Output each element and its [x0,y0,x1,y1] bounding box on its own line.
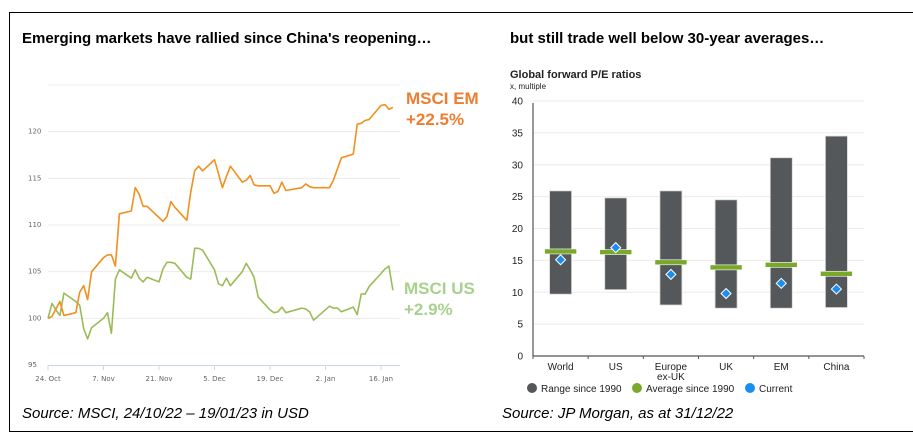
legend-swatch [632,383,642,393]
us-series-change: +2.9% [404,300,453,319]
us-series-label: MSCI US [404,279,475,298]
average-marker [764,262,798,268]
y-tick-label: 20 [512,224,524,235]
pe-chart-bars [544,135,853,309]
x-tick-label: 24. Oct [35,375,61,383]
category-label: Europe [655,362,688,373]
legend-swatch [745,383,755,393]
em-series-change: +22.5% [406,110,464,129]
pe-chart-gridlines [533,100,864,325]
average-marker [544,248,577,255]
right-panel-title: but still trade well below 30-year avera… [510,30,825,47]
y-tick-label: 25 [512,192,524,203]
frame-left-border [9,12,10,432]
em-series-label: MSCI EM [406,89,479,108]
current-marker [554,254,567,266]
current-marker [720,287,732,300]
y-tick-label: 30 [512,160,524,171]
range-bar [825,135,848,308]
x-tick-label: 5. Dec [203,375,226,383]
legend-label: Average since 1990 [646,384,735,395]
average-marker [709,264,743,271]
range-bar [714,199,738,309]
y-tick-label: 95 [28,361,37,369]
legend-label: Current [759,384,793,395]
right-panel-source: Source: JP Morgan, as at 31/12/22 [502,405,734,422]
pe-chart-legend: Range since 1990 Average since 1990 Curren… [527,383,793,395]
y-tick-label: 15 [512,256,524,267]
x-tick-label: 21. Nov [145,375,172,383]
range-bar [659,190,683,306]
line-chart-gridlines [48,84,400,319]
left-panel-title: Emerging markets have rallied since Chin… [22,30,432,47]
average-marker [654,259,688,266]
y-tick-label: 10 [512,288,524,299]
category-label: World [548,362,574,373]
category-label: EM [774,362,789,373]
y-tick-label: 35 [512,128,524,139]
y-tick-label: 120 [28,128,41,136]
line-chart-x-axis: 24. Oct 7. Nov 21. Nov 5. Dec 19. Dec 2. Jan 1… [35,365,400,383]
current-marker [610,241,622,254]
y-tick-label: 110 [28,221,41,229]
category-label: China [823,362,850,373]
pe-chart-y-ticks: 0 5 10 15 20 25 30 35 40 [512,97,534,363]
category-label: US [609,362,623,373]
y-tick-label: 115 [28,174,41,182]
x-tick-label: 19. Dec [257,375,284,383]
x-tick-label: 7. Nov [92,375,115,383]
left-panel-source: Source: MSCI, 24/10/22 – 19/01/23 in USD [22,405,309,422]
y-tick-label: 40 [512,97,524,108]
pe-chart-title: Global forward P/E ratios [510,69,641,81]
current-marker [775,277,787,290]
us-series-line [47,247,394,340]
x-tick-label: 16. Jan [369,375,393,383]
y-tick-label: 5 [517,320,523,331]
line-chart-series [47,103,394,340]
average-marker [820,270,853,277]
range-bar [769,157,793,309]
y-tick-label: 100 [28,314,41,322]
legend-swatch [527,383,537,393]
pe-chart-subtitle: x, multiple [510,82,547,91]
em-series-line [47,103,394,320]
current-marker [665,268,677,281]
frame-top-border [9,12,913,13]
category-label: UK [719,362,733,373]
category-label: ex-UK [657,372,685,383]
range-bar [549,190,572,295]
x-tick-label: 2. Jan [316,375,336,383]
y-tick-label: 0 [517,352,523,363]
current-marker [830,283,843,295]
y-tick-label: 105 [28,268,41,276]
line-chart-y-ticks: 95 100 105 110 115 120 [28,128,41,369]
legend-label: Range since 1990 [541,384,622,395]
frame-bottom-border [9,431,913,432]
